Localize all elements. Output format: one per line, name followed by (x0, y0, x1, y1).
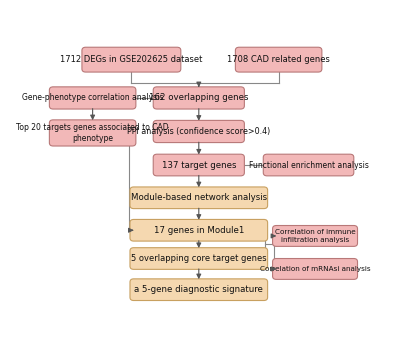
FancyBboxPatch shape (130, 279, 268, 300)
Text: Correlation of immune
infiltration analysis: Correlation of immune infiltration analy… (275, 229, 356, 243)
FancyBboxPatch shape (130, 220, 268, 241)
Text: 1712 DEGs in GSE202625 dataset: 1712 DEGs in GSE202625 dataset (60, 55, 202, 64)
FancyBboxPatch shape (272, 259, 358, 280)
FancyBboxPatch shape (263, 154, 354, 176)
FancyBboxPatch shape (235, 47, 322, 72)
FancyBboxPatch shape (153, 87, 244, 109)
Text: 162 overlapping genes: 162 overlapping genes (149, 93, 248, 103)
Text: 137 target genes: 137 target genes (162, 161, 236, 169)
FancyBboxPatch shape (153, 154, 244, 176)
Text: Gene-phenotype correlation analysis: Gene-phenotype correlation analysis (22, 93, 163, 103)
Text: PPI analysis (confidence score>0.4): PPI analysis (confidence score>0.4) (127, 127, 270, 136)
FancyBboxPatch shape (130, 248, 268, 269)
FancyBboxPatch shape (272, 225, 358, 246)
Text: 5 overlapping core target genes: 5 overlapping core target genes (131, 254, 267, 263)
FancyBboxPatch shape (49, 120, 136, 146)
FancyBboxPatch shape (49, 87, 136, 109)
Text: 1708 CAD related genes: 1708 CAD related genes (227, 55, 330, 64)
Text: Top 20 targets genes associated to CAD
phenotype: Top 20 targets genes associated to CAD p… (16, 123, 169, 143)
FancyBboxPatch shape (130, 187, 268, 209)
FancyBboxPatch shape (153, 120, 244, 143)
Text: Correlation of mRNAsi analysis: Correlation of mRNAsi analysis (260, 266, 370, 272)
FancyBboxPatch shape (82, 47, 181, 72)
Text: 17 genes in Module1: 17 genes in Module1 (154, 226, 244, 235)
Text: Functional enrichment analysis: Functional enrichment analysis (249, 161, 368, 169)
Text: Module-based network analysis: Module-based network analysis (131, 193, 267, 202)
Text: a 5-gene diagnostic signature: a 5-gene diagnostic signature (134, 285, 263, 294)
